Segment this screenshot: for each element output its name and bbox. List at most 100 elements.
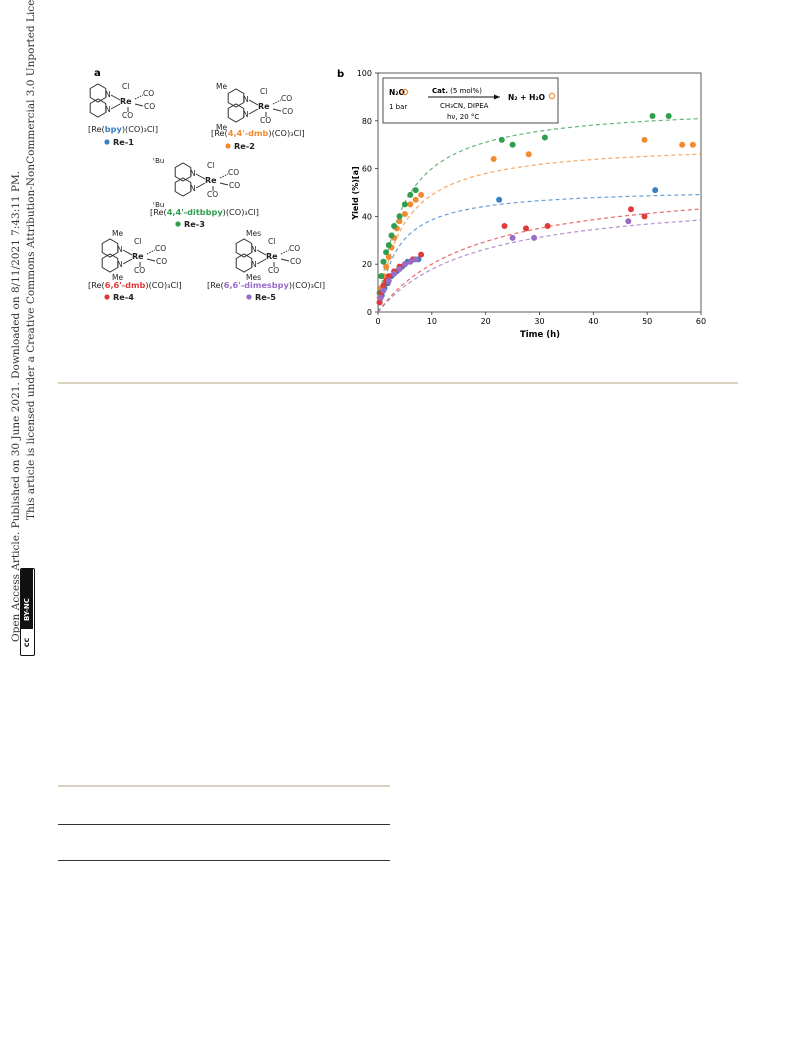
legend-dot-re-2 [225, 143, 231, 149]
data-point-re-5 [625, 218, 632, 225]
pyridine-ring [227, 88, 245, 108]
pyridine-ring [101, 253, 119, 273]
y-tick-label: 100 [357, 69, 372, 78]
reaction-scheme: N₂O 1 bar Cat. (5 mol%) CH₃CN, DIPEA hν,… [382, 77, 559, 124]
complex-structures [89, 83, 290, 273]
table-mid-rule [58, 824, 390, 825]
legend-dot-re-3 [175, 221, 181, 227]
data-point-re-3 [383, 249, 390, 256]
y-tick-label: 80 [362, 117, 372, 126]
panel-b-label: b [337, 69, 344, 80]
data-point-re-1 [496, 196, 503, 203]
data-point-re-2 [418, 191, 425, 198]
data-points [376, 113, 696, 306]
panel-a-label: a [94, 68, 101, 79]
data-point-re-3 [498, 136, 505, 143]
reactant-label: N₂O [389, 88, 405, 97]
data-point-re-5 [377, 294, 384, 301]
pyridine-ring [89, 83, 107, 103]
complex-name-re-3: [Re(4,4'-ditbbpy)(CO)₃Cl] [150, 207, 259, 217]
atom-label: CO [122, 111, 133, 120]
atom-label: CO [289, 244, 300, 253]
atom-label: CO [229, 181, 240, 190]
atom-label: Re [205, 176, 217, 185]
atom-label: CO [134, 266, 145, 275]
pyridine-ring [101, 238, 119, 258]
complex-code-re-5: Re-5 [255, 292, 276, 302]
table-top-rule [58, 785, 390, 787]
x-tick-label: 20 [481, 317, 491, 326]
data-point-re-5 [391, 270, 398, 277]
catalyst-label: Cat. (5 mol%) [432, 87, 482, 95]
atom-label: CO [207, 190, 218, 199]
data-point-re-3 [412, 187, 419, 194]
data-point-re-3 [378, 273, 385, 280]
x-tick-label: 40 [588, 317, 598, 326]
data-point-re-4 [628, 206, 634, 213]
data-point-re-5 [509, 234, 516, 241]
conditions-1: CH₃CN, DIPEA [440, 102, 489, 110]
atom-label: CO [156, 257, 167, 266]
fit-line-re-3 [377, 118, 702, 313]
fit-line-re-2 [377, 153, 702, 313]
data-point-re-5 [407, 258, 414, 265]
atom-label: Mes [246, 273, 261, 282]
pyridine-ring [227, 103, 245, 123]
data-point-re-4 [385, 273, 392, 280]
pyridine-ring [174, 162, 192, 182]
legend-dot-re-5 [246, 294, 252, 300]
atom-label: CO [143, 89, 154, 98]
atom-label: CO [268, 266, 279, 275]
complex-code-re-4: Re-4 [113, 292, 134, 302]
x-tick-label: 60 [696, 317, 706, 326]
data-point-re-2 [689, 141, 696, 148]
axis-ticks: 0 10 20 30 40 50 60 0 20 40 60 80 100 [357, 69, 706, 326]
atom-label: N [251, 260, 257, 269]
data-point-re-3 [401, 201, 408, 208]
atom-label: CO [281, 94, 292, 103]
by-nc-label: BY-NC [21, 569, 33, 629]
atom-label: Re [266, 252, 278, 261]
y-tick-label: 20 [362, 260, 372, 269]
atom-label: Re [258, 102, 270, 111]
data-point-re-3 [388, 232, 395, 239]
y-axis-label: Yield (%)[a] [351, 166, 360, 220]
arrow-head-icon [494, 94, 500, 100]
complex-code-re-2: Re-2 [234, 141, 255, 151]
data-point-re-4 [418, 251, 425, 258]
data-point-re-3 [407, 191, 414, 198]
data-point-re-4 [501, 223, 508, 229]
atom-label: Me [216, 82, 227, 91]
data-point-re-4 [544, 223, 551, 229]
fit-line-re-1 [377, 194, 701, 313]
complex-labels: NNReClCOCOCONNReClCOCOCOMeMeNNReClCOCOCO… [88, 82, 325, 302]
data-point-re-3 [541, 134, 548, 141]
pyridine-ring [174, 177, 192, 197]
data-point-re-2 [490, 156, 497, 162]
data-point-re-2 [401, 211, 408, 217]
atom-label: N [117, 260, 123, 269]
data-point-re-2 [641, 136, 648, 143]
y-tick-label: 40 [362, 212, 372, 221]
oxygen-icon [548, 92, 556, 100]
data-point-re-3 [385, 242, 392, 249]
reaction-box [382, 77, 559, 124]
atom-label: ᵗBu [153, 201, 164, 209]
atom-label: N [117, 245, 123, 254]
complex-code-re-3: Re-3 [184, 219, 205, 229]
data-point-re-3 [665, 113, 672, 119]
atom-label: CO [290, 257, 301, 266]
pyridine-ring [89, 98, 107, 118]
atom-label: N [243, 95, 249, 104]
data-point-re-5 [396, 266, 403, 272]
atom-label: N [243, 110, 249, 119]
atom-label: N [105, 105, 111, 114]
x-tick-label: 0 [375, 317, 380, 326]
cc-license-badge[interactable]: BY-NC cc [20, 568, 35, 656]
data-point-re-3 [380, 258, 387, 265]
data-point-re-5 [385, 277, 392, 284]
data-point-re-3 [649, 113, 656, 119]
legend-dot-re-1 [104, 139, 110, 145]
atom-label: Re [132, 252, 144, 261]
legend-dot-re-4 [104, 294, 110, 300]
